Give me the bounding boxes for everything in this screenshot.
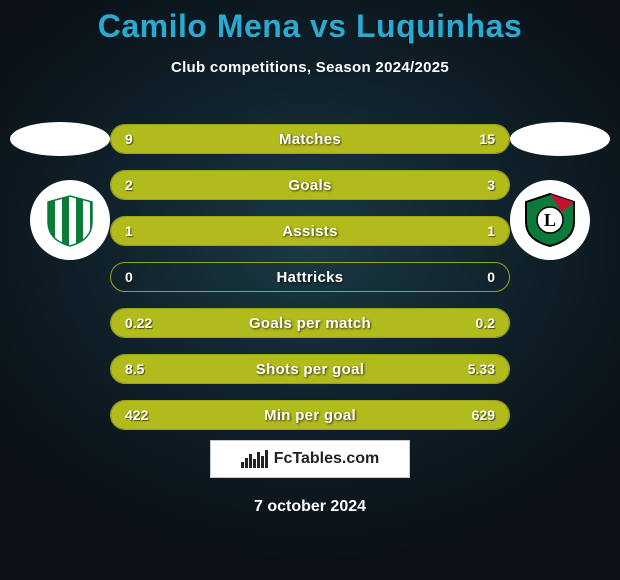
brand-text: FcTables.com xyxy=(274,450,380,468)
stat-rows: 9Matches15 2Goals3 1Assists1 0Hattricks0 0.2… xyxy=(110,124,510,446)
player-photo-left-placeholder xyxy=(10,122,110,156)
stat-label: Matches xyxy=(111,131,509,148)
stat-label: Min per goal xyxy=(111,407,509,424)
club-badge-right: L xyxy=(510,180,590,260)
stat-value-right: 15 xyxy=(455,131,495,147)
stat-row: 1Assists1 xyxy=(110,216,510,246)
stat-label: Assists xyxy=(111,223,509,240)
stat-label: Hattricks xyxy=(111,269,509,286)
shield-letter-icon: L xyxy=(520,190,580,250)
stat-value-right: 1 xyxy=(455,223,495,239)
stat-row: 8.5Shots per goal5.33 xyxy=(110,354,510,384)
svg-text:L: L xyxy=(544,210,556,230)
stat-value-right: 3 xyxy=(455,177,495,193)
stat-row: 9Matches15 xyxy=(110,124,510,154)
infographic: Camilo Mena vs Luquinhas Club competitio… xyxy=(0,0,620,580)
stat-value-right: 5.33 xyxy=(455,361,495,377)
stat-row: 0Hattricks0 xyxy=(110,262,510,292)
brand-footer: FcTables.com xyxy=(210,440,410,478)
stat-row: 2Goals3 xyxy=(110,170,510,200)
stat-label: Shots per goal xyxy=(111,361,509,378)
stat-label: Goals per match xyxy=(111,315,509,332)
stat-row: 0.22Goals per match0.2 xyxy=(110,308,510,338)
stat-row: 422Min per goal629 xyxy=(110,400,510,430)
footer-date: 7 october 2024 xyxy=(0,498,620,516)
stat-value-right: 0 xyxy=(455,269,495,285)
page-title: Camilo Mena vs Luquinhas xyxy=(0,0,620,45)
stat-label: Goals xyxy=(111,177,509,194)
bar-chart-icon xyxy=(241,450,268,468)
player-photo-right-placeholder xyxy=(510,122,610,156)
club-badge-left xyxy=(30,180,110,260)
stat-value-right: 0.2 xyxy=(455,315,495,331)
subtitle: Club competitions, Season 2024/2025 xyxy=(0,59,620,76)
shield-stripes-icon xyxy=(42,192,98,248)
stat-value-right: 629 xyxy=(455,407,495,423)
